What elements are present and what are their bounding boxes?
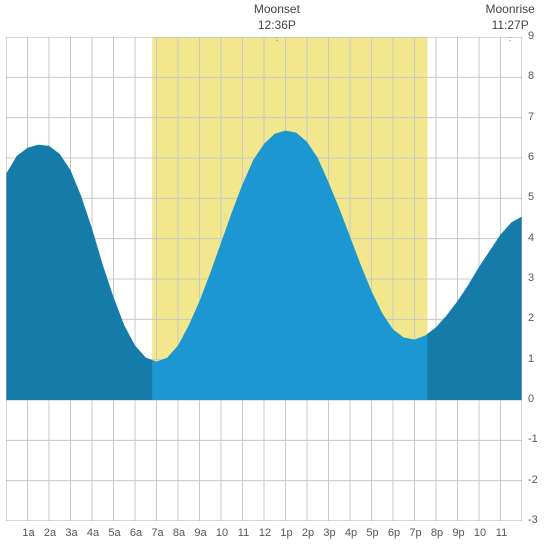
x-tick-label: 5p [364,527,382,539]
y-tick-label: 3 [528,272,534,284]
x-tick-label: 4p [342,527,360,539]
x-tick-label: 6p [385,527,403,539]
y-tick-label: 7 [528,111,534,123]
x-tick-label: 2a [41,527,59,539]
x-tick-label: 7p [407,527,425,539]
x-tick-label: 3p [321,527,339,539]
y-tick-label: -2 [528,474,538,486]
moonrise-label: Moonrise 11:27P [482,2,538,33]
x-tick-label: 9a [192,527,210,539]
y-tick-label: -3 [528,514,538,526]
x-tick-label: 7a [149,527,167,539]
x-tick-label: 11 [235,527,253,539]
x-tick-label: 10 [213,527,231,539]
x-tick-label: 4a [84,527,102,539]
x-tick-label: 11 [493,527,511,539]
x-tick-label: 12 [256,527,274,539]
tide-chart: Moonset 12:36P Moonrise 11:27P 1a2a 3a4a 5… [0,0,550,550]
moonset-title: Moonset [249,2,305,18]
x-tick-label: 2p [299,527,317,539]
x-tick-label: 1a [20,527,38,539]
y-tick-label: -1 [528,433,538,445]
x-tick-label: 9p [450,527,468,539]
y-tick-label: 8 [528,70,534,82]
x-tick-label: 1p [278,527,296,539]
x-tick-label: 8a [170,527,188,539]
x-tick-label: 3a [63,527,81,539]
plot-area [6,37,522,521]
y-tick-label: 2 [528,312,534,324]
y-tick-label: 0 [528,393,534,405]
y-tick-label: 1 [528,353,534,365]
y-tick-label: 6 [528,151,534,163]
x-tick-label: 5a [106,527,124,539]
moonset-label: Moonset 12:36P [249,2,305,33]
y-tick-label: 5 [528,191,534,203]
x-tick-label: 6a [127,527,145,539]
y-tick-label: 4 [528,232,534,244]
moonset-time: 12:36P [249,18,305,34]
x-tick-label: 8p [428,527,446,539]
x-tick-label: 10 [471,527,489,539]
moonrise-title: Moonrise [482,2,538,18]
y-tick-label: 9 [528,30,534,42]
